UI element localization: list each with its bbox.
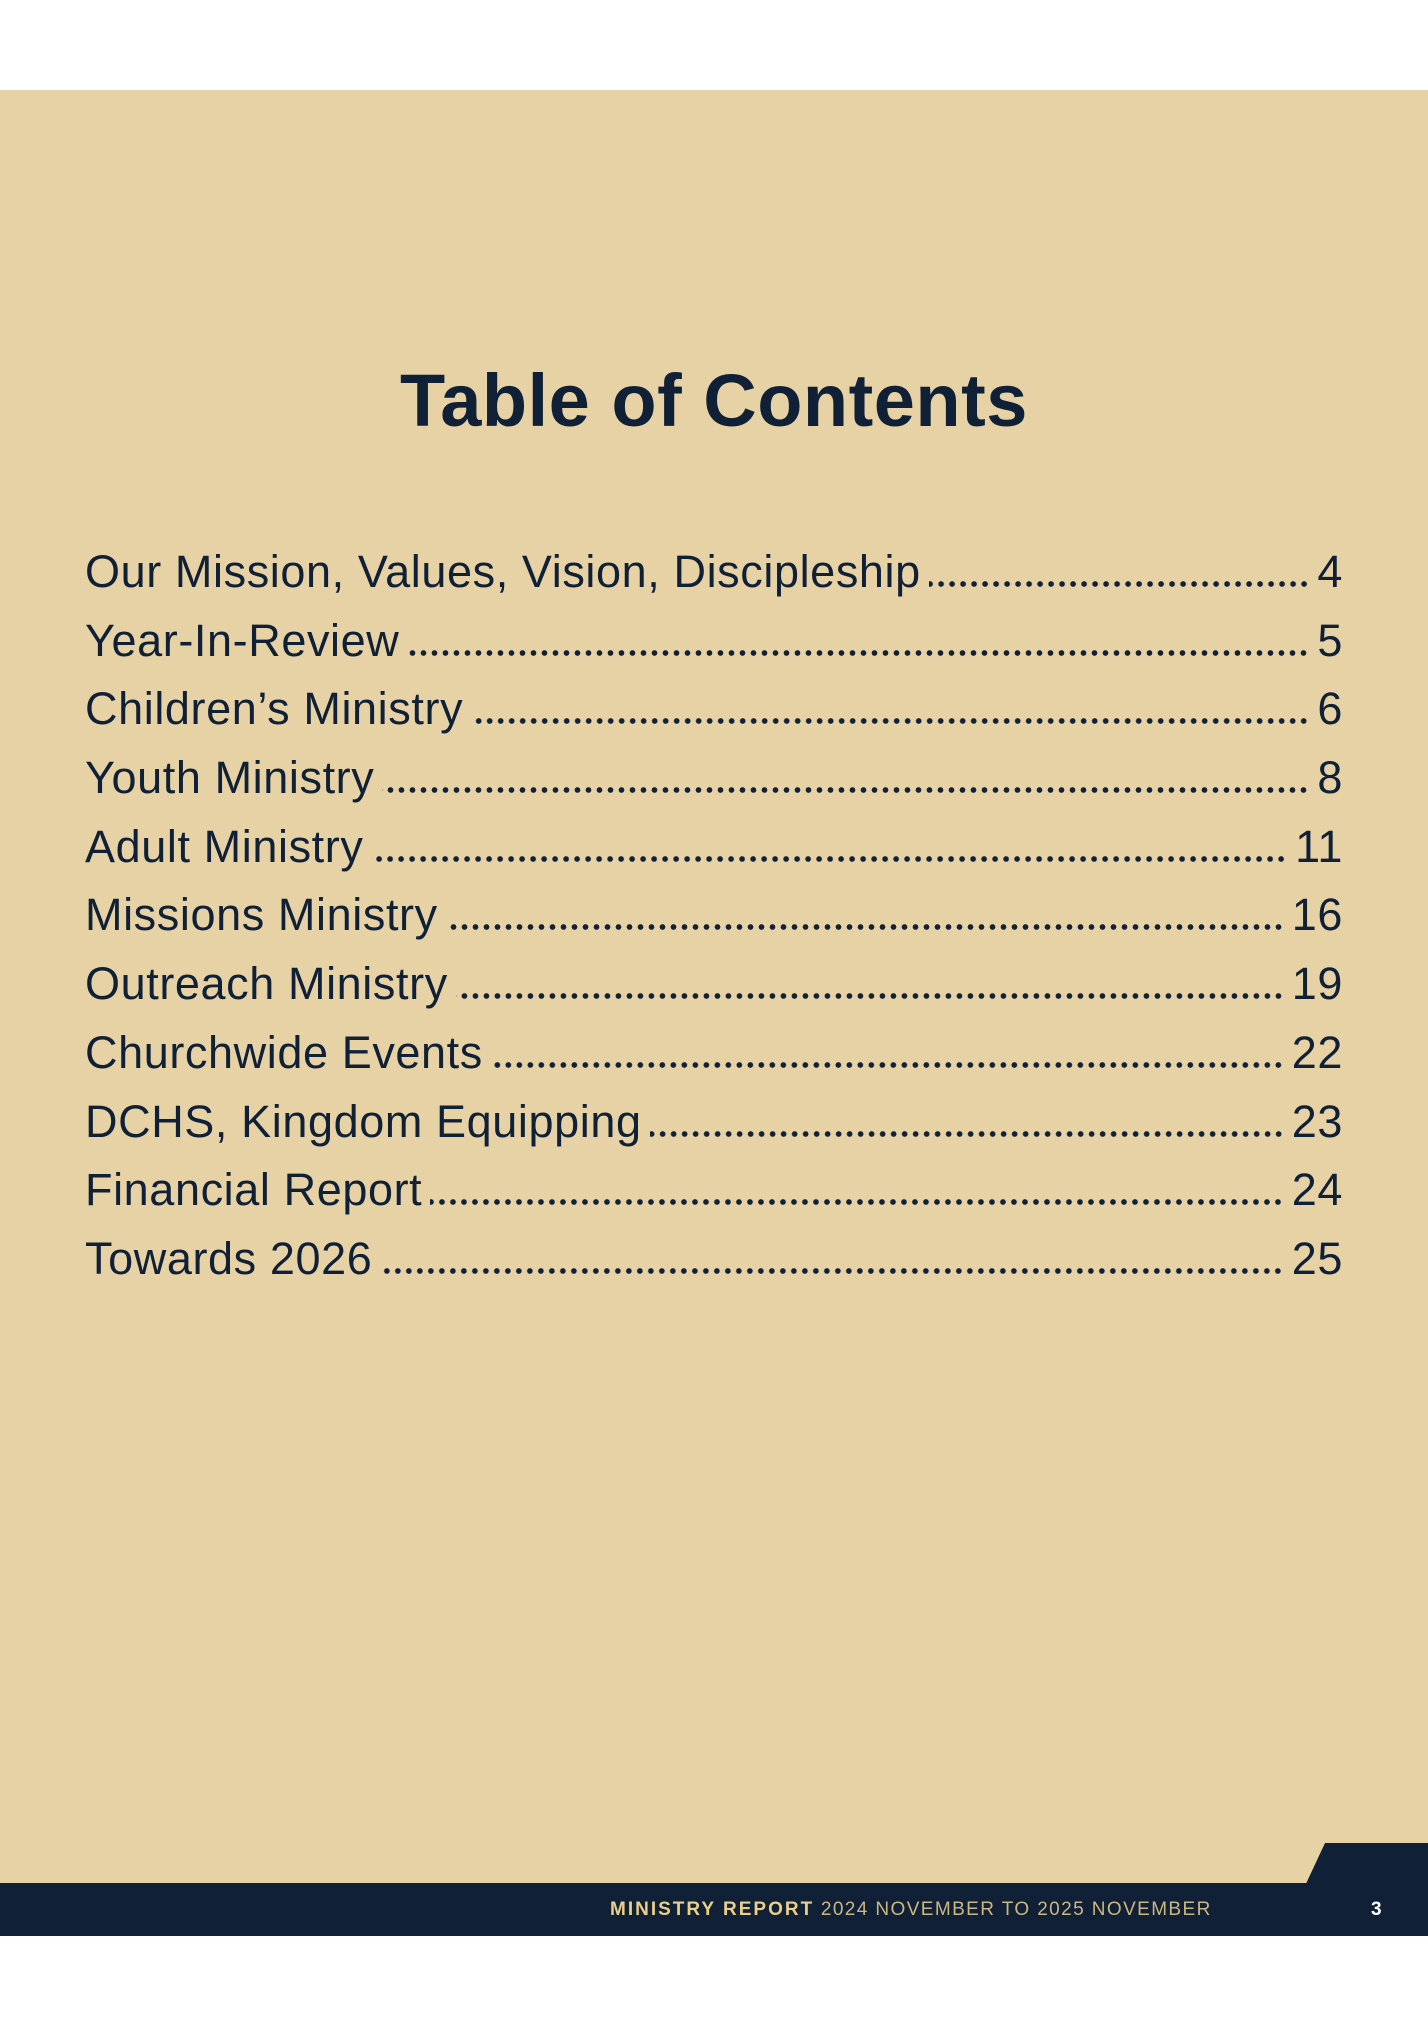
toc-list: Our Mission, Values, Vision, Discipleshi… xyxy=(85,546,1343,1302)
toc-entry-page: 23 xyxy=(1291,1095,1343,1147)
dot-leader xyxy=(445,924,1284,931)
toc-entry-label: Children’s Ministry xyxy=(85,683,464,735)
toc-entry-page: 24 xyxy=(1291,1164,1343,1216)
toc-entry-label: Churchwide Events xyxy=(85,1026,483,1078)
toc-entry-label: Year-In-Review xyxy=(85,614,400,666)
toc-entry[interactable]: Youth Ministry 8 xyxy=(85,752,1343,821)
toc-entry-page: 5 xyxy=(1317,614,1343,666)
page-background: Table of Contents Our Mission, Values, V… xyxy=(0,90,1428,1883)
toc-entry-page: 4 xyxy=(1317,546,1343,597)
toc-entry[interactable]: Our Mission, Values, Vision, Discipleshi… xyxy=(85,546,1343,615)
footer-report-title: MINISTRY REPORT xyxy=(610,1899,815,1920)
toc-entry[interactable]: DCHS, Kingdom Equipping 23 xyxy=(85,1096,1343,1165)
footer-bar: MINISTRY REPORT 2024 NOVEMBER TO 2025 NO… xyxy=(0,1883,1428,1936)
toc-entry[interactable]: Towards 2026 25 xyxy=(85,1233,1343,1302)
toc-entry[interactable]: Financial Report 24 xyxy=(85,1164,1343,1233)
toc-entry-label: Youth Ministry xyxy=(85,752,375,804)
toc-entry-page: 16 xyxy=(1291,889,1343,941)
footer-text: MINISTRY REPORT 2024 NOVEMBER TO 2025 NO… xyxy=(610,1899,1212,1921)
toc-entry[interactable]: Adult Ministry 11 xyxy=(85,821,1343,890)
page-number: 3 xyxy=(1371,1899,1382,1920)
toc-entry-label: DCHS, Kingdom Equipping xyxy=(85,1095,642,1147)
toc-entry-page: 6 xyxy=(1317,683,1343,735)
dot-leader xyxy=(490,1061,1284,1068)
dot-leader xyxy=(649,1130,1284,1137)
dot-leader xyxy=(371,855,1288,862)
toc-entry[interactable]: Missions Ministry 16 xyxy=(85,889,1343,958)
toc-entry-label: Towards 2026 xyxy=(85,1232,373,1284)
dot-leader xyxy=(382,787,1310,794)
toc-entry-page: 11 xyxy=(1295,820,1343,872)
dot-leader xyxy=(407,649,1310,656)
dot-leader xyxy=(471,718,1310,725)
toc-entry-page: 25 xyxy=(1291,1232,1343,1284)
toc-entry-page: 19 xyxy=(1291,958,1343,1010)
toc-entry-label: Financial Report xyxy=(85,1164,423,1216)
dot-leader xyxy=(380,1267,1284,1274)
dot-leader xyxy=(928,581,1310,587)
toc-entry-label: Missions Ministry xyxy=(85,889,438,941)
toc-entry-page: 22 xyxy=(1291,1026,1343,1078)
toc-entry-page: 8 xyxy=(1317,752,1343,804)
toc-entry-label: Our Mission, Values, Vision, Discipleshi… xyxy=(85,546,921,597)
dot-leader xyxy=(455,993,1284,1000)
toc-entry-label: Adult Ministry xyxy=(85,820,364,872)
toc-entry[interactable]: Churchwide Events 22 xyxy=(85,1027,1343,1096)
toc-entry[interactable]: Year-In-Review 5 xyxy=(85,615,1343,684)
toc-entry-label: Outreach Ministry xyxy=(85,958,448,1010)
dot-leader xyxy=(430,1199,1284,1206)
footer-period: 2024 NOVEMBER TO 2025 NOVEMBER xyxy=(820,1899,1212,1920)
footer-tab-decoration xyxy=(1304,1843,1428,1888)
page-title: Table of Contents xyxy=(400,359,1028,442)
toc-entry[interactable]: Children’s Ministry 6 xyxy=(85,683,1343,752)
toc-entry[interactable]: Outreach Ministry 19 xyxy=(85,958,1343,1027)
